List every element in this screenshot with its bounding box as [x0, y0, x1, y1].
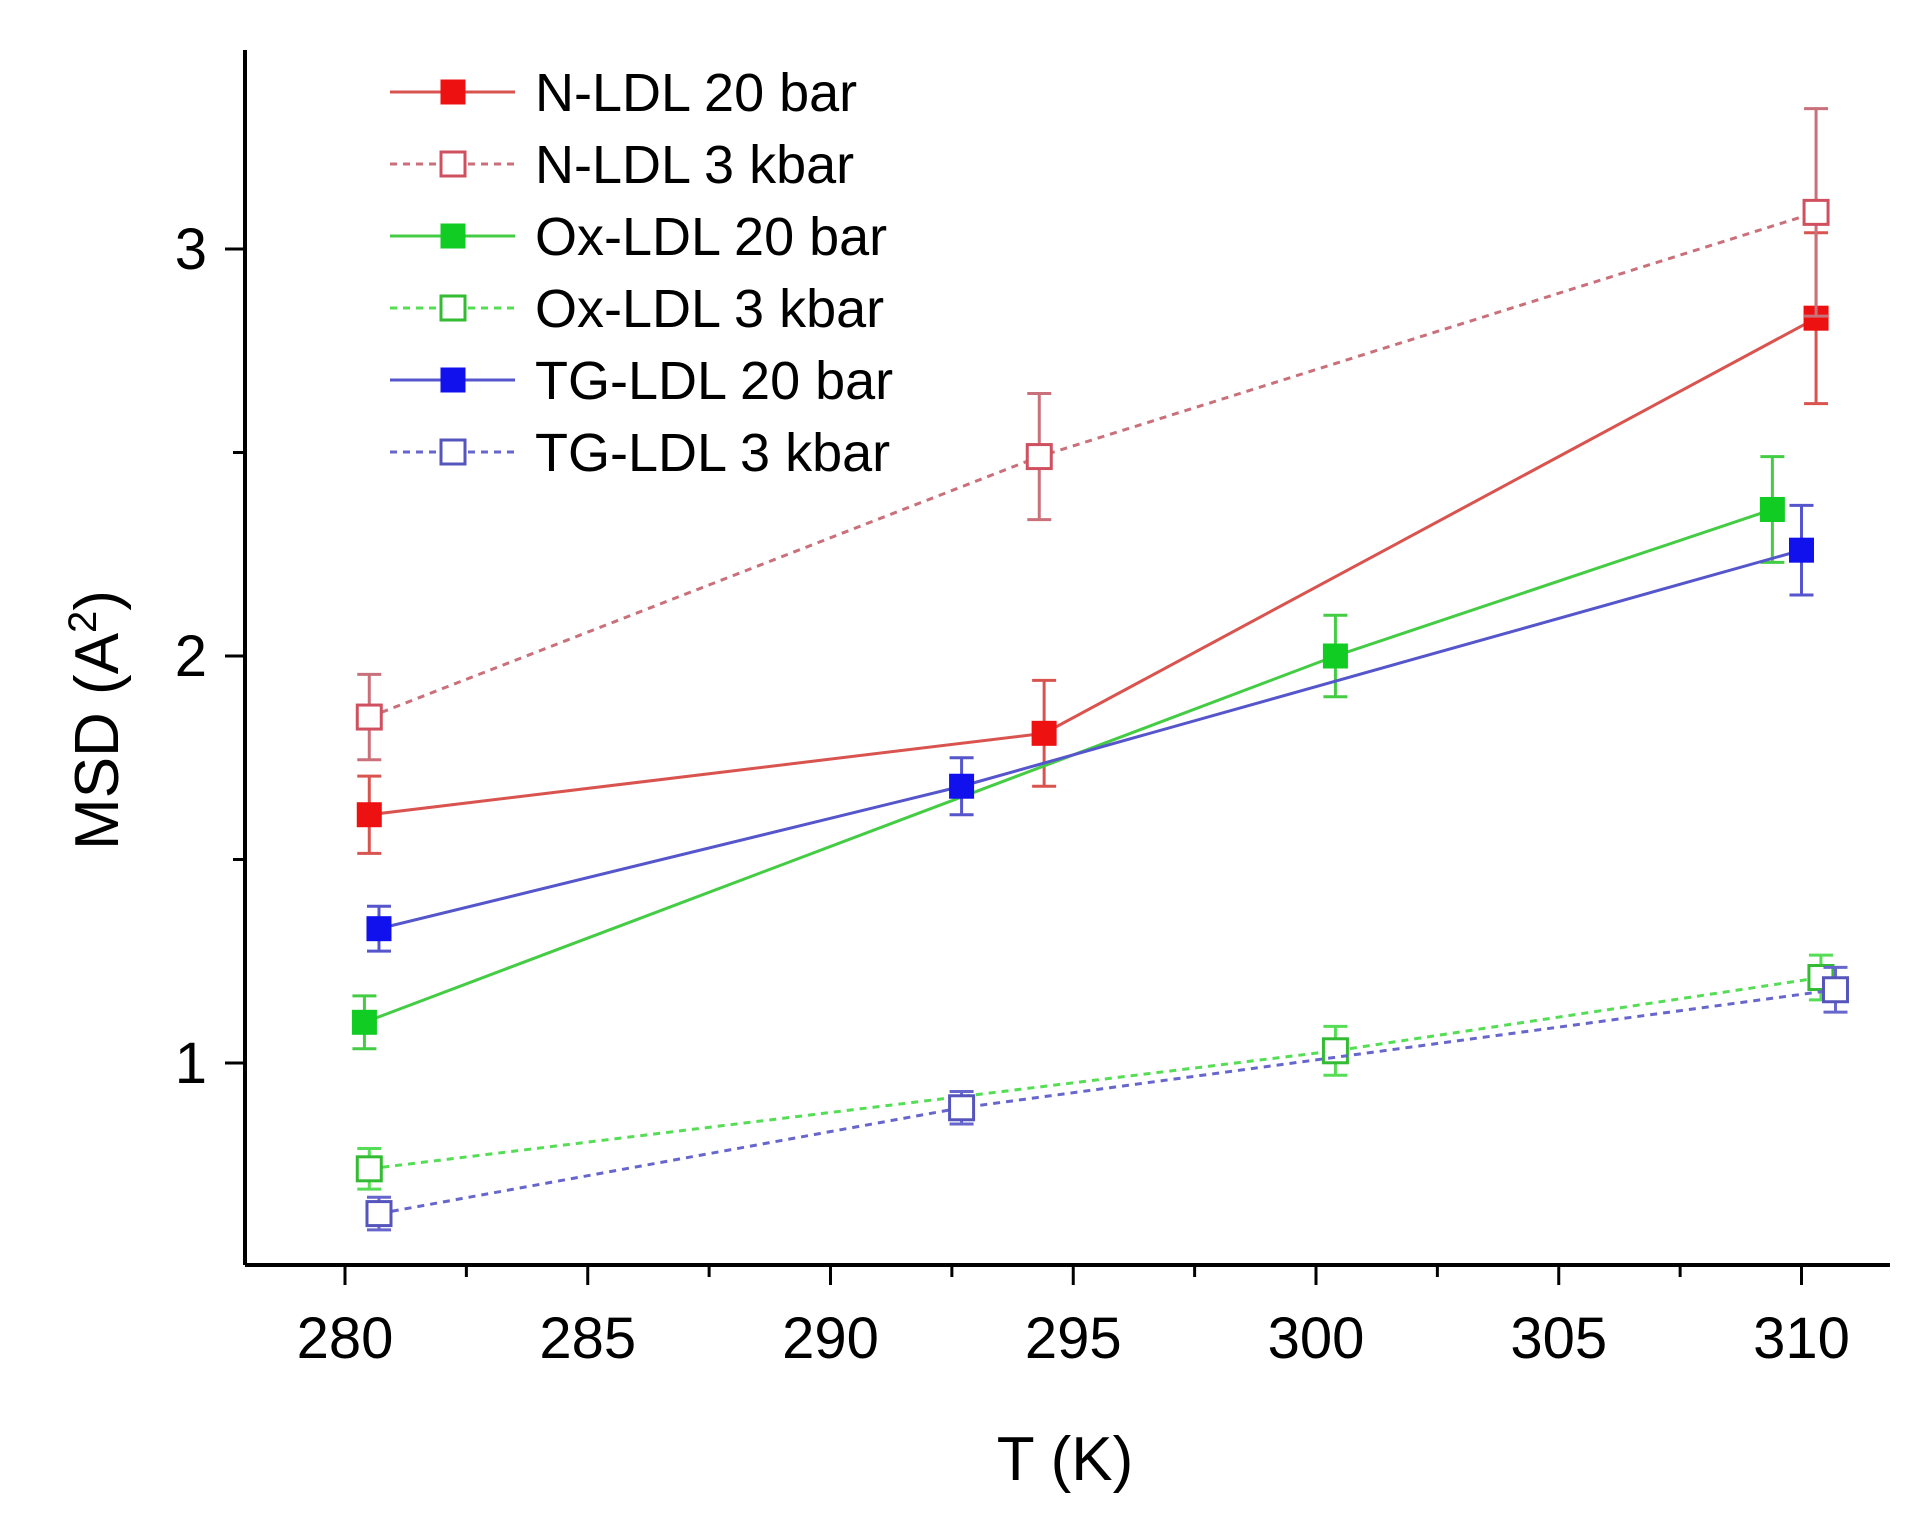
- series-4: [366, 503, 1814, 953]
- data-point-0-2: [1803, 305, 1829, 331]
- data-point-4-0: [366, 916, 392, 942]
- data-point-1-0: [355, 703, 383, 731]
- data-point-1-1: [1025, 443, 1053, 471]
- x-tick-label-290: 290: [782, 1306, 879, 1371]
- y-axis-title-main: MSD (A: [63, 632, 132, 850]
- legend-item-2: Ox-LDL 20 bar: [390, 207, 887, 267]
- data-point-5-0: [365, 1200, 393, 1228]
- legend-marker-4: [440, 367, 466, 393]
- x-tick-label-310: 310: [1753, 1306, 1850, 1371]
- legend-item-1: N-LDL 3 kbar: [390, 135, 854, 195]
- legend-label-5: TG-LDL 3 kbar: [535, 423, 890, 483]
- series-3: [355, 953, 1835, 1191]
- data-point-1-2: [1802, 198, 1830, 226]
- series-0: [356, 231, 1829, 855]
- legend-label-3: Ox-LDL 3 kbar: [535, 279, 884, 339]
- x-tick-label-285: 285: [539, 1306, 636, 1371]
- y-axis-title: MSD (A2): [61, 590, 132, 850]
- x-tick-label-295: 295: [1025, 1306, 1122, 1371]
- data-point-4-1: [949, 773, 975, 799]
- data-point-5-1: [948, 1094, 976, 1122]
- axes: 280 285 290 295 300 305 310 1 2 3: [175, 50, 1890, 1371]
- x-tick-label-280: 280: [297, 1306, 394, 1371]
- legend-marker-3: [439, 294, 467, 322]
- y-tick-label-3: 3: [175, 217, 207, 282]
- legend-item-0: N-LDL 20 bar: [390, 63, 857, 123]
- series-line-5: [378, 988, 1836, 1216]
- y-tick-label-1: 1: [175, 1031, 207, 1096]
- series-line-3: [369, 976, 1822, 1171]
- data-point-3-1: [1321, 1037, 1349, 1065]
- series-line-2: [363, 508, 1773, 1024]
- series-line-4: [378, 548, 1802, 931]
- y-axis-title-superscript: 2: [61, 611, 105, 633]
- legend-item-5: TG-LDL 3 kbar: [390, 423, 890, 483]
- data-point-0-1: [1031, 720, 1057, 746]
- series-5: [365, 965, 1849, 1232]
- legend-marker-1: [439, 150, 467, 178]
- legend-marker-2: [440, 223, 466, 249]
- legend-label-1: N-LDL 3 kbar: [535, 135, 854, 195]
- legend-item-3: Ox-LDL 3 kbar: [390, 279, 884, 339]
- y-tick-label-2: 2: [175, 624, 207, 689]
- legend-label-2: Ox-LDL 20 bar: [535, 207, 887, 267]
- data-point-2-2: [1759, 496, 1785, 522]
- series-2: [351, 455, 1785, 1051]
- data-point-5-2: [1821, 976, 1849, 1004]
- data-point-0-0: [356, 802, 382, 828]
- legend-label-4: TG-LDL 20 bar: [535, 351, 893, 411]
- data-point-3-0: [355, 1155, 383, 1183]
- x-tick-label-300: 300: [1268, 1306, 1365, 1371]
- data-point-4-2: [1789, 537, 1814, 563]
- data-point-2-1: [1322, 643, 1348, 669]
- legend-label-0: N-LDL 20 bar: [535, 63, 857, 123]
- y-axis-title-close: ): [63, 590, 132, 611]
- series-1: [355, 107, 1830, 762]
- data-point-2-0: [351, 1009, 377, 1035]
- legend: N-LDL 20 bar N-LDL 3 kbar Ox-LDL 20 bar Ox-…: [390, 63, 893, 483]
- plot-area: [351, 107, 1849, 1232]
- x-axis-title: T (K): [997, 1425, 1134, 1494]
- legend-marker-0: [440, 79, 466, 105]
- legend-marker-5: [439, 438, 467, 466]
- legend-item-4: TG-LDL 20 bar: [390, 351, 893, 411]
- x-tick-label-305: 305: [1510, 1306, 1607, 1371]
